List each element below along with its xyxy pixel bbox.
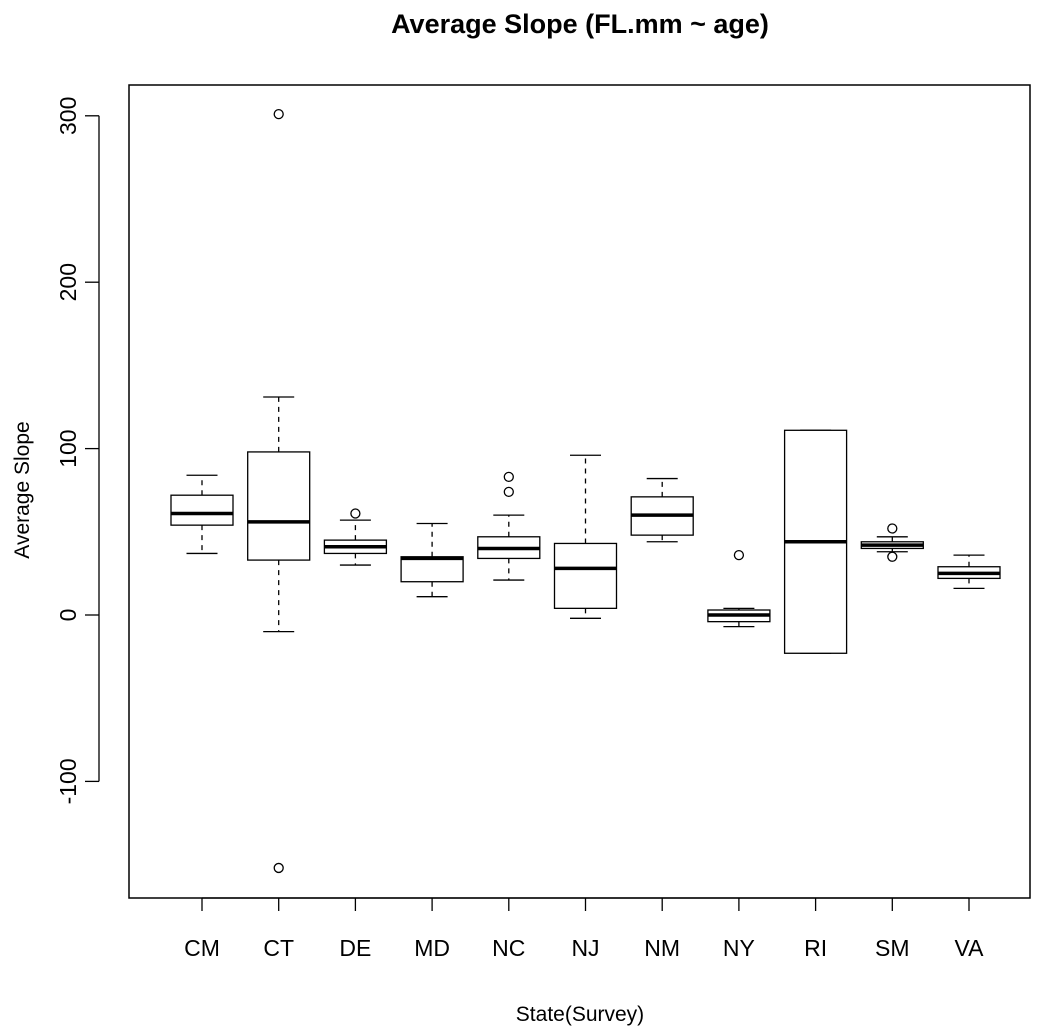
outlier-point bbox=[887, 551, 898, 562]
box-ct bbox=[247, 108, 311, 874]
box-iqr bbox=[553, 542, 618, 609]
outlier-point bbox=[733, 549, 745, 561]
box-nm bbox=[630, 477, 694, 543]
x-tick-label-ny: NY bbox=[723, 935, 755, 961]
y-tick-label: 0 bbox=[55, 609, 81, 622]
x-tick-label-sm: SM bbox=[875, 935, 910, 961]
y-axis-label: Average Slope bbox=[11, 421, 34, 558]
chart-title: Average Slope (FL.mm ~ age) bbox=[391, 9, 769, 39]
x-tick-label-de: DE bbox=[339, 935, 371, 961]
x-tick-label-va: VA bbox=[955, 935, 985, 961]
y-tick-label: 300 bbox=[55, 97, 81, 135]
box-va bbox=[937, 554, 1001, 590]
y-tick-label: 100 bbox=[55, 429, 81, 467]
x-tick-label-md: MD bbox=[414, 935, 450, 961]
x-tick-label-nc: NC bbox=[492, 935, 525, 961]
x-tick-label-nm: NM bbox=[644, 935, 680, 961]
outlier-point bbox=[273, 862, 284, 874]
box-cm bbox=[170, 474, 234, 555]
box-iqr bbox=[170, 494, 234, 526]
box-nj bbox=[553, 454, 618, 619]
box-ny bbox=[707, 549, 771, 628]
y-tick-label: 200 bbox=[55, 263, 81, 301]
box-iqr bbox=[400, 556, 464, 583]
x-tick-label-cm: CM bbox=[184, 935, 220, 961]
box-md bbox=[400, 522, 464, 598]
x-tick-label-ct: CT bbox=[263, 935, 294, 961]
outlier-point bbox=[503, 471, 514, 483]
outlier-point bbox=[503, 486, 514, 498]
x-tick-label-nj: NJ bbox=[571, 935, 599, 961]
y-tick-label: -100 bbox=[55, 758, 81, 804]
x-tick-label-ri: RI bbox=[804, 935, 827, 961]
box-sm bbox=[860, 523, 924, 562]
box-iqr bbox=[247, 451, 311, 561]
box-de bbox=[323, 508, 388, 566]
box-ri bbox=[783, 429, 848, 654]
boxes-layer bbox=[170, 108, 1001, 874]
y-axis: -100 0 100 200 300 bbox=[55, 97, 100, 804]
outlier-point bbox=[887, 523, 898, 534]
outlier-point bbox=[273, 108, 284, 120]
outlier-point bbox=[350, 508, 361, 519]
x-axis: CM CT DE MD NC NJ NM NY RI SM VA bbox=[184, 897, 985, 961]
x-axis-label: State(Survey) bbox=[516, 1003, 644, 1026]
box-nc bbox=[477, 471, 541, 581]
